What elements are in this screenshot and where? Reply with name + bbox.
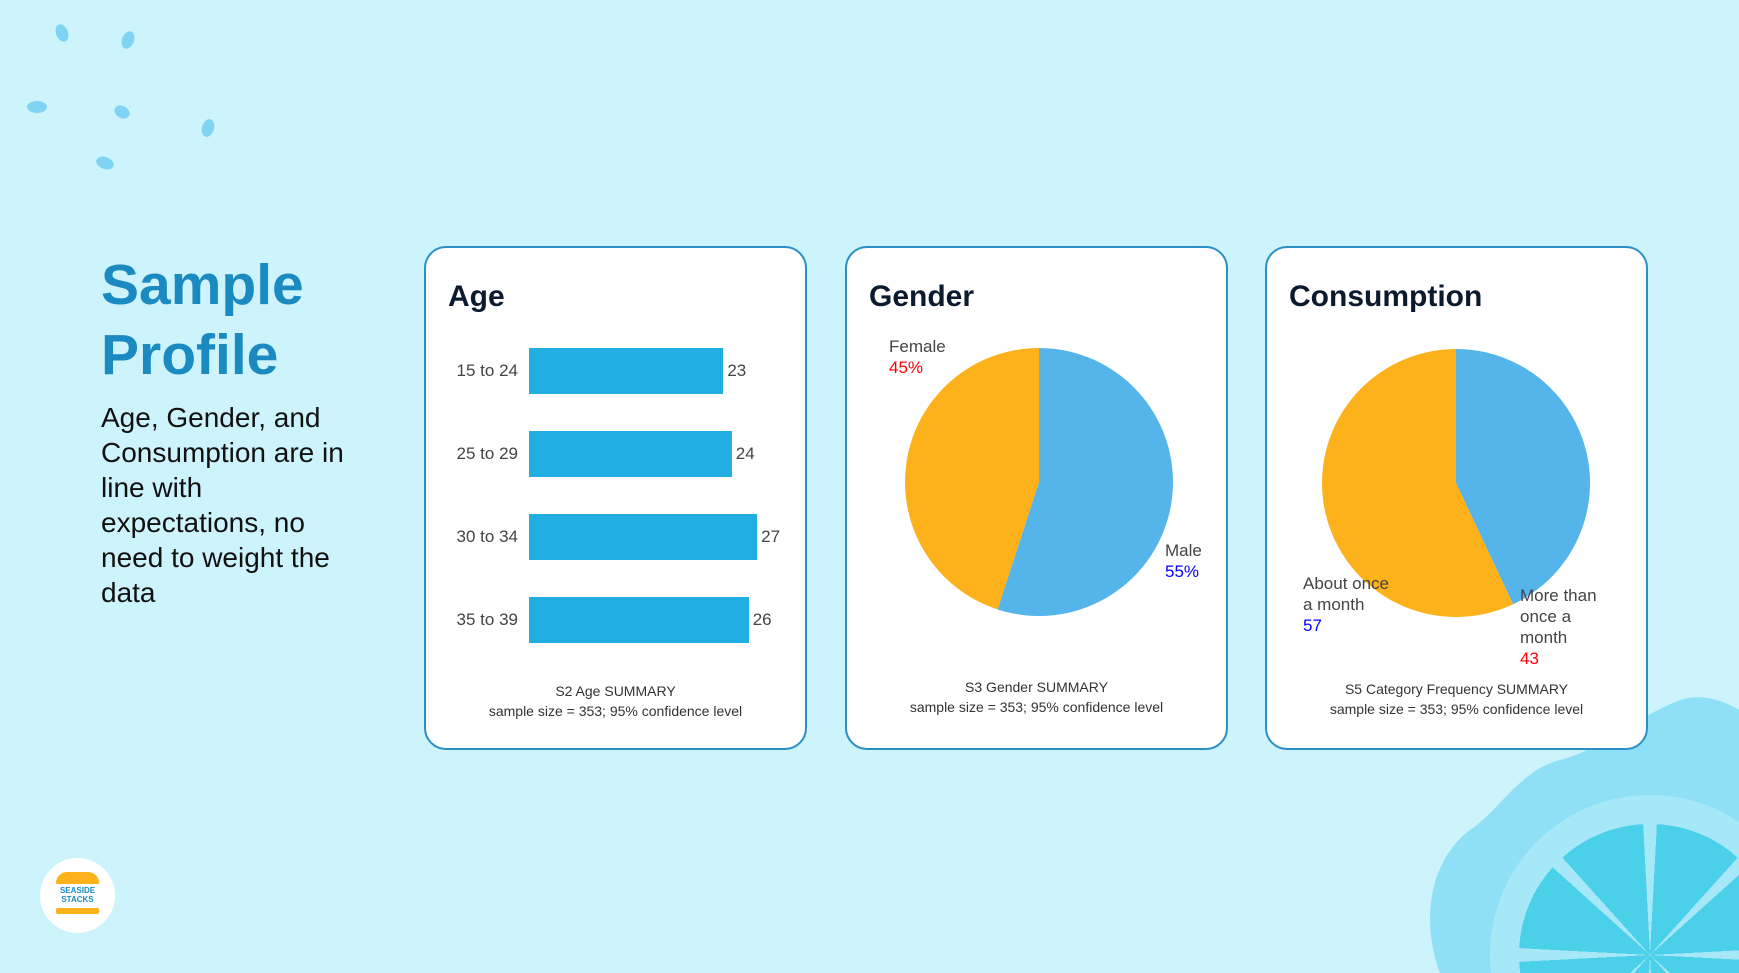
bar-value-label: 23 (727, 361, 747, 380)
pie-slice (905, 348, 1039, 610)
logo-bun-bottom (56, 908, 99, 914)
logo-text: SEASIDE STACKS (59, 886, 96, 904)
male-label: Male 55% (1165, 540, 1202, 582)
slice-label: Male (1165, 541, 1202, 560)
bar (529, 431, 732, 477)
age-card: Age 15 to 24 23 25 to 29 24 30 to 34 27 35 … (424, 246, 807, 750)
slice-value: 55% (1165, 562, 1200, 581)
droplets (27, 24, 215, 170)
pie-slice (1322, 349, 1514, 617)
slice-value: 45% (889, 358, 924, 377)
more-than-once-label: More than once a month 43 (1520, 585, 1620, 669)
bar-category-label: 25 to 29 (456, 444, 518, 463)
slice-value: 57 (1303, 616, 1322, 635)
slice-label: Female (889, 337, 946, 356)
pie-slice (997, 348, 1174, 616)
age-caption: S2 Age SUMMARY sample size = 353; 95% con… (426, 681, 805, 721)
caption-line-1: S2 Age SUMMARY (555, 683, 676, 699)
about-once-label: About once a month 57 (1303, 573, 1393, 636)
bar-value-label: 26 (752, 610, 772, 629)
gender-pie (905, 348, 1174, 616)
female-label: Female 45% (889, 336, 946, 378)
pie-slice (1456, 349, 1590, 605)
title-line-2: Profile (101, 323, 279, 387)
age-title: Age (448, 280, 505, 313)
bar-category-label: 30 to 34 (456, 527, 518, 546)
consumption-card: Consumption About once a month 57 More th… (1265, 246, 1648, 750)
bar (529, 514, 758, 560)
slice-label: More than once a month (1520, 586, 1597, 647)
bar (529, 597, 749, 643)
gender-caption: S3 Gender SUMMARY sample size = 353; 95% … (847, 677, 1226, 717)
caption-line-2: sample size = 353; 95% confidence level (1329, 701, 1584, 717)
caption-line-1: S5 Category Frequency SUMMARY (1344, 681, 1569, 697)
gender-title: Gender (869, 280, 975, 313)
slice-label: About once a month (1303, 574, 1390, 614)
page-title: Sample Profile (101, 250, 304, 390)
bar-value-label: 27 (761, 527, 781, 546)
slice-value: 43 (1520, 649, 1539, 668)
logo: SEASIDE STACKS (40, 858, 115, 933)
caption-line-2: sample size = 353; 95% confidence level (909, 699, 1164, 715)
consumption-caption: S5 Category Frequency SUMMARY sample size… (1267, 679, 1646, 719)
body-text: Age, Gender, and Consumption are in line… (101, 402, 344, 608)
bar (529, 348, 724, 394)
bar-value-label: 24 (735, 444, 755, 463)
bar-category-label: 15 to 24 (456, 361, 518, 380)
title-line-1: Sample (101, 253, 304, 317)
consumption-title: Consumption (1289, 280, 1483, 313)
gender-card: Gender Female 45% Male 55% S3 Gender SUMMA… (845, 246, 1228, 750)
caption-line-1: S3 Gender SUMMARY (965, 679, 1108, 695)
consumption-pie (1322, 349, 1590, 617)
logo-bun-top (56, 872, 99, 884)
bar-category-label: 35 to 39 (456, 610, 518, 629)
caption-line-2: sample size = 353; 95% confidence level (488, 703, 743, 719)
